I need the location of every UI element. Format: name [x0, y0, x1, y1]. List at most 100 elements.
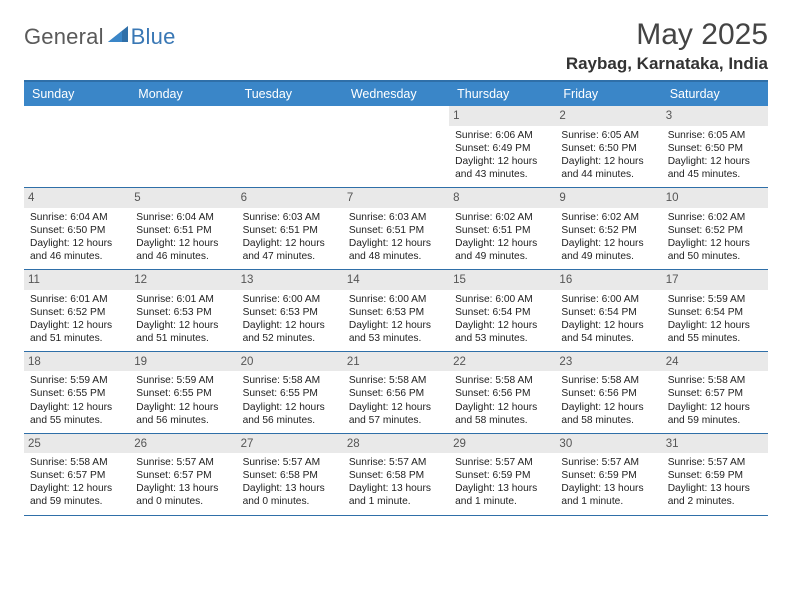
sunset-text: Sunset: 6:58 PM	[349, 469, 443, 482]
sunset-text: Sunset: 6:59 PM	[455, 469, 549, 482]
weekday-header: Wednesday	[343, 82, 449, 106]
sunset-text: Sunset: 6:59 PM	[561, 469, 655, 482]
day-cell: 4Sunrise: 6:04 AMSunset: 6:50 PMDaylight…	[24, 188, 130, 269]
sunset-text: Sunset: 6:57 PM	[30, 469, 124, 482]
day-cell: 7Sunrise: 6:03 AMSunset: 6:51 PMDaylight…	[343, 188, 449, 269]
day-number: 20	[237, 352, 343, 372]
weekday-header-row: Sunday Monday Tuesday Wednesday Thursday…	[24, 82, 768, 106]
sunset-text: Sunset: 6:52 PM	[561, 224, 655, 237]
day-cell	[343, 106, 449, 187]
day-cell: 9Sunrise: 6:02 AMSunset: 6:52 PMDaylight…	[555, 188, 661, 269]
day-cell: 26Sunrise: 5:57 AMSunset: 6:57 PMDayligh…	[130, 434, 236, 515]
sunrise-text: Sunrise: 5:59 AM	[668, 293, 762, 306]
week-row: 4Sunrise: 6:04 AMSunset: 6:50 PMDaylight…	[24, 188, 768, 270]
daylight-text: Daylight: 12 hours	[30, 401, 124, 414]
daylight-text: Daylight: 12 hours	[561, 401, 655, 414]
daylight-text: Daylight: 12 hours	[561, 319, 655, 332]
daylight-text: and 51 minutes.	[30, 332, 124, 345]
day-number: 26	[130, 434, 236, 454]
daylight-text: and 55 minutes.	[668, 332, 762, 345]
daylight-text: and 0 minutes.	[136, 495, 230, 508]
day-number: 25	[24, 434, 130, 454]
weekday-header: Sunday	[24, 82, 130, 106]
sunrise-text: Sunrise: 5:57 AM	[668, 456, 762, 469]
day-cell: 27 Sunrise: 5:57 AMSunset: 6:58 PMDayligh…	[237, 434, 343, 515]
sunrise-text: Sunrise: 6:05 AM	[561, 129, 655, 142]
daylight-text: and 58 minutes.	[561, 414, 655, 427]
daylight-text: Daylight: 12 hours	[136, 237, 230, 250]
daylight-text: Daylight: 12 hours	[561, 155, 655, 168]
daylight-text: Daylight: 13 hours	[136, 482, 230, 495]
sunset-text: Sunset: 6:52 PM	[668, 224, 762, 237]
sunset-text: Sunset: 6:50 PM	[30, 224, 124, 237]
week-row: 18Sunrise: 5:59 AMSunset: 6:55 PMDayligh…	[24, 352, 768, 434]
daylight-text: and 45 minutes.	[668, 168, 762, 181]
day-cell: 15Sunrise: 6:00 AMSunset: 6:54 PMDayligh…	[449, 270, 555, 351]
day-number: 3	[662, 106, 768, 126]
day-cell: 12Sunrise: 6:01 AMSunset: 6:53 PMDayligh…	[130, 270, 236, 351]
daylight-text: and 52 minutes.	[243, 332, 337, 345]
day-number: 15	[449, 270, 555, 290]
daylight-text: and 59 minutes.	[668, 414, 762, 427]
daylight-text: and 55 minutes.	[30, 414, 124, 427]
daylight-text: and 1 minute.	[349, 495, 443, 508]
day-cell	[237, 106, 343, 187]
sunrise-text: Sunrise: 5:57 AM	[561, 456, 655, 469]
title-block: May 2025 Raybag, Karnataka, India	[566, 18, 768, 74]
day-cell: 2 Sunrise: 6:05 AMSunset: 6:50 PMDaylight…	[555, 106, 661, 187]
daylight-text: and 53 minutes.	[349, 332, 443, 345]
daylight-text: Daylight: 12 hours	[455, 401, 549, 414]
sunrise-text: Sunrise: 6:02 AM	[561, 211, 655, 224]
day-number: 1	[449, 106, 555, 126]
week-row: 25Sunrise: 5:58 AMSunset: 6:57 PMDayligh…	[24, 434, 768, 516]
day-cell: 13Sunrise: 6:00 AMSunset: 6:53 PMDayligh…	[237, 270, 343, 351]
day-number: 10	[662, 188, 768, 208]
sunset-text: Sunset: 6:58 PM	[243, 469, 337, 482]
day-number: 2	[555, 106, 661, 126]
daylight-text: Daylight: 13 hours	[243, 482, 337, 495]
daylight-text: Daylight: 12 hours	[668, 155, 762, 168]
day-cell: 8Sunrise: 6:02 AMSunset: 6:51 PMDaylight…	[449, 188, 555, 269]
daylight-text: and 58 minutes.	[455, 414, 549, 427]
sunrise-text: Sunrise: 6:02 AM	[455, 211, 549, 224]
daylight-text: and 51 minutes.	[136, 332, 230, 345]
weekday-header: Monday	[130, 82, 236, 106]
daylight-text: Daylight: 13 hours	[455, 482, 549, 495]
day-number: 28	[343, 434, 449, 454]
day-cell: 29Sunrise: 5:57 AMSunset: 6:59 PMDayligh…	[449, 434, 555, 515]
sunrise-text: Sunrise: 6:04 AM	[136, 211, 230, 224]
sunrise-text: Sunrise: 5:59 AM	[136, 374, 230, 387]
sunrise-text: Sunrise: 5:57 AM	[243, 456, 337, 469]
daylight-text: and 46 minutes.	[136, 250, 230, 263]
day-number: 6	[237, 188, 343, 208]
calendar-page: General Blue May 2025 Raybag, Karnataka,…	[0, 0, 792, 526]
daylight-text: Daylight: 12 hours	[561, 237, 655, 250]
sunset-text: Sunset: 6:50 PM	[561, 142, 655, 155]
sunrise-text: Sunrise: 6:03 AM	[243, 211, 337, 224]
sunrise-text: Sunrise: 6:00 AM	[349, 293, 443, 306]
daylight-text: Daylight: 12 hours	[30, 237, 124, 250]
daylight-text: and 49 minutes.	[455, 250, 549, 263]
day-cell: 17Sunrise: 5:59 AMSunset: 6:54 PMDayligh…	[662, 270, 768, 351]
location-subtitle: Raybag, Karnataka, India	[566, 54, 768, 74]
day-number: 14	[343, 270, 449, 290]
day-cell: 10Sunrise: 6:02 AMSunset: 6:52 PMDayligh…	[662, 188, 768, 269]
logo: General Blue	[24, 18, 176, 50]
sunrise-text: Sunrise: 6:04 AM	[30, 211, 124, 224]
day-number: 7	[343, 188, 449, 208]
sunset-text: Sunset: 6:54 PM	[455, 306, 549, 319]
day-cell: 22Sunrise: 5:58 AMSunset: 6:56 PMDayligh…	[449, 352, 555, 433]
day-number: 30	[555, 434, 661, 454]
sunrise-text: Sunrise: 6:06 AM	[455, 129, 549, 142]
daylight-text: Daylight: 12 hours	[455, 319, 549, 332]
sunrise-text: Sunrise: 5:58 AM	[243, 374, 337, 387]
daylight-text: Daylight: 12 hours	[455, 237, 549, 250]
sunset-text: Sunset: 6:49 PM	[455, 142, 549, 155]
weekday-header: Friday	[555, 82, 661, 106]
daylight-text: Daylight: 12 hours	[668, 237, 762, 250]
day-number: 27	[237, 434, 343, 454]
sunset-text: Sunset: 6:56 PM	[561, 387, 655, 400]
day-number: 16	[555, 270, 661, 290]
day-cell: 31Sunrise: 5:57 AMSunset: 6:59 PMDayligh…	[662, 434, 768, 515]
sunset-text: Sunset: 6:55 PM	[30, 387, 124, 400]
